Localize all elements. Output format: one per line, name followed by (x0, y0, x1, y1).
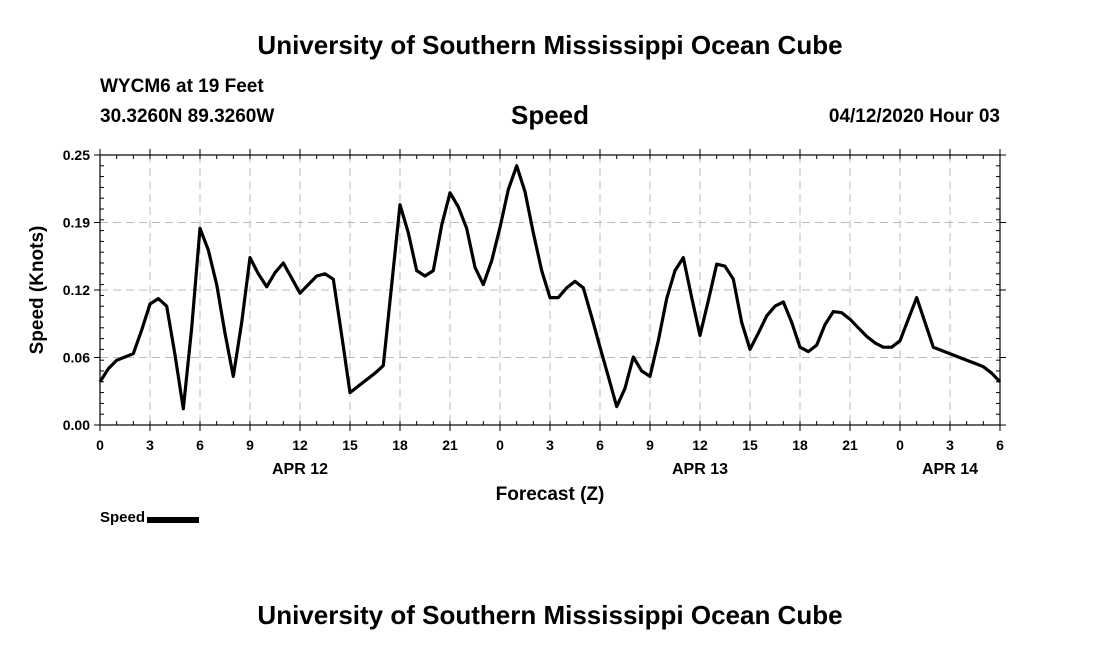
x-tick-label: 15 (742, 437, 758, 453)
x-tick-label: 9 (246, 437, 254, 453)
series-layer (98, 164, 1002, 411)
y-tick-labels: 0.00 0.06 0.12 0.19 0.25 (63, 147, 1006, 433)
x-tick-label: 18 (392, 437, 408, 453)
x-axis-label: Forecast (Z) (496, 484, 605, 505)
station-label: WYCM6 at 19 Feet (100, 76, 264, 97)
y-tick-label: 0.06 (63, 350, 90, 366)
date-label: APR 14 (922, 461, 978, 478)
x-tick-label: 12 (292, 437, 308, 453)
y-axis-label: Speed (Knots) (27, 226, 48, 355)
speed-series-line (98, 164, 1002, 411)
legend-swatch (147, 516, 200, 523)
date-labels: APR 12 APR 13 APR 14 (272, 461, 978, 478)
x-tick-label: 12 (692, 437, 708, 453)
legend: Speed (100, 509, 200, 526)
x-tick-label: 9 (646, 437, 654, 453)
x-tick-label: 0 (496, 437, 504, 453)
date-label: APR 13 (672, 461, 728, 478)
x-tick-label: 0 (96, 437, 104, 453)
plot-title: Speed (510, 100, 590, 130)
minor-ticks (99, 154, 1001, 426)
grid-lines (100, 155, 1000, 425)
footer-title: University of Southern Mississippi Ocean… (257, 600, 843, 630)
x-tick-label: 3 (946, 437, 954, 453)
date-label: APR 12 (272, 461, 328, 478)
y-tick-label: 0.19 (63, 215, 90, 231)
chart-main-title: University of Southern Mississippi Ocean… (257, 30, 843, 60)
y-tick-label: 0.12 (63, 282, 90, 298)
x-tick-label: 21 (842, 437, 858, 453)
y-tick-label: 0.25 (63, 147, 90, 163)
y-tick-label: 0.00 (63, 417, 90, 433)
x-tick-label: 15 (342, 437, 358, 453)
x-tick-label: 21 (442, 437, 458, 453)
x-tick-label: 3 (546, 437, 554, 453)
x-tick-label: 3 (146, 437, 154, 453)
legend-label: Speed (100, 509, 146, 526)
coordinates-label: 30.3260N 89.3260W (100, 106, 275, 127)
x-tick-label: 0 (896, 437, 904, 453)
x-tick-label: 6 (196, 437, 204, 453)
x-tick-label: 18 (792, 437, 808, 453)
forecast-datetime: 04/12/2020 Hour 03 (828, 106, 1000, 127)
x-tick-labels: 0 3 6 9 12 15 18 21 0 3 6 9 12 15 18 21 0 3 6 (96, 149, 1004, 453)
x-tick-label: 6 (996, 437, 1004, 453)
x-tick-label: 6 (596, 437, 604, 453)
